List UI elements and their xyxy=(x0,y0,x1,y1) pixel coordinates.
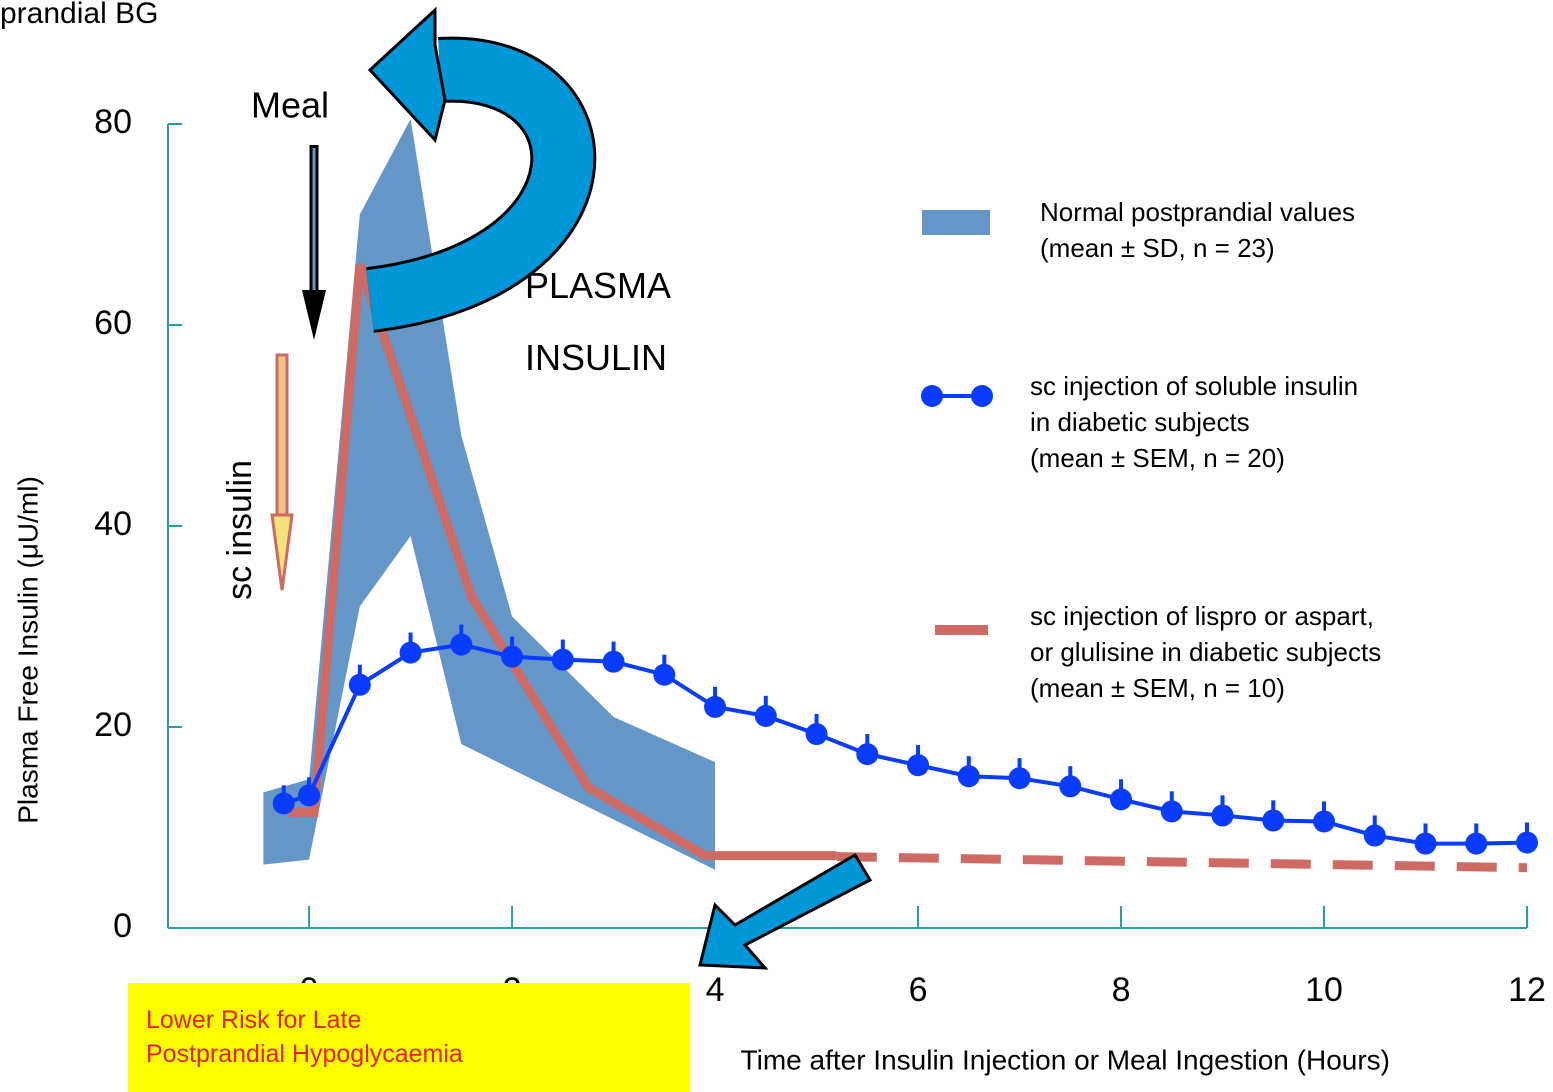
line xyxy=(288,263,837,861)
legend-entry: sc injection of soluble insulin in diabe… xyxy=(1030,371,1359,473)
x-tick-label: 10 xyxy=(1305,971,1343,1009)
point xyxy=(450,633,473,656)
point xyxy=(399,641,422,664)
x-tick-label: 12 xyxy=(1508,971,1546,1009)
point xyxy=(1465,832,1488,855)
curved-arrow xyxy=(366,39,594,330)
point xyxy=(856,743,879,766)
point xyxy=(348,673,371,696)
legend-swatch xyxy=(922,210,990,235)
diagonal-arrow xyxy=(698,852,873,970)
y-tick-label: 60 xyxy=(94,304,132,342)
curved-arrow-head xyxy=(367,6,447,144)
legend-entry: Normal postprandial values (mean ± SD, n… xyxy=(1040,197,1356,263)
point xyxy=(501,645,524,668)
dashed-line xyxy=(836,852,1528,873)
point xyxy=(1262,809,1285,832)
meal-arrow-head xyxy=(302,290,326,340)
point xyxy=(653,663,676,686)
y-tick-label: 40 xyxy=(94,505,132,543)
point xyxy=(272,792,295,815)
x-tick-label: 6 xyxy=(909,971,928,1009)
point xyxy=(1160,800,1183,823)
y-tick-label: 20 xyxy=(94,706,132,744)
point xyxy=(1414,832,1437,855)
legend-entry: sc injection of lispro or aspart, or glu… xyxy=(1030,601,1382,703)
callout-box: Lower Risk for Late Postprandial Hypogly… xyxy=(128,983,690,1092)
point xyxy=(1110,788,1133,811)
legend-swatch xyxy=(971,385,993,407)
point xyxy=(551,648,574,671)
meal-label: Meal xyxy=(251,85,329,126)
point xyxy=(1363,824,1386,847)
y-tick-label: 0 xyxy=(113,907,132,945)
x-tick-label: 4 xyxy=(706,971,725,1009)
sc-arrow-head xyxy=(270,513,294,591)
sc-label: sc insulin xyxy=(221,460,259,600)
point xyxy=(1313,810,1336,833)
point xyxy=(1008,767,1031,790)
x-tick-label: 8 xyxy=(1112,971,1131,1009)
y-tick-label: 80 xyxy=(94,103,132,141)
legend-swatch xyxy=(921,385,943,407)
point xyxy=(602,650,625,673)
point xyxy=(1211,804,1234,827)
x-axis-label: Time after Insulin Injection or Meal Ing… xyxy=(741,1044,1390,1075)
point xyxy=(298,784,321,807)
plasma-label: PLASMA INSULIN xyxy=(525,265,672,378)
point xyxy=(1516,831,1538,854)
sc-arrow xyxy=(275,353,289,522)
corner-text: prandial BG xyxy=(0,0,158,30)
point xyxy=(1059,775,1082,798)
point xyxy=(907,754,930,777)
point xyxy=(957,765,980,788)
point xyxy=(805,723,828,746)
y-axis-label: Plasma Free Insulin (μU/ml) xyxy=(12,476,43,824)
point xyxy=(754,704,777,727)
point xyxy=(704,695,727,718)
